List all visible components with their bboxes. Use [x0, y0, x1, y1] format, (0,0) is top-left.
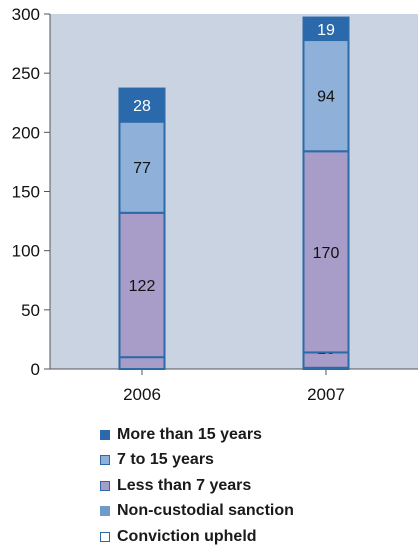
legend-label: 7 to 15 years — [117, 451, 214, 469]
bar-segment — [302, 16, 350, 42]
legend-item-conviction-upheld: Conviction upheld — [100, 524, 294, 550]
y-tick-label: 100 — [12, 242, 40, 261]
x-axis: 2006 2007 — [50, 368, 418, 404]
y-tick-label: 300 — [12, 5, 40, 24]
y-tick-label: 250 — [12, 64, 40, 83]
bar-segment — [118, 87, 166, 123]
bar-segment — [302, 39, 350, 153]
legend-label: Non-custodial sanction — [117, 502, 294, 520]
bar-segment — [118, 211, 166, 359]
legend-item-non-custodial-sanction: Non-custodial sanction — [100, 499, 294, 525]
bar-segment — [302, 150, 350, 354]
legend-label: More than 15 years — [117, 425, 262, 443]
y-axis: 0 50 100 150 200 250 300 — [12, 5, 51, 379]
data-label: 122 — [129, 278, 156, 295]
plot-area — [50, 14, 418, 369]
legend-label: Less than 7 years — [117, 476, 252, 494]
legend: More than 15 years 7 to 15 years Less th… — [100, 422, 294, 550]
data-label: 77 — [133, 160, 151, 177]
legend-swatch — [100, 480, 110, 491]
data-label: 170 — [313, 245, 340, 262]
legend-item-7-to-15-years: 7 to 15 years — [100, 448, 294, 474]
bar-segment — [118, 356, 166, 370]
legend-swatch — [100, 455, 110, 466]
y-tick-label: 150 — [12, 183, 40, 202]
y-tick-label: 50 — [21, 301, 40, 320]
x-tick-label: 2006 — [123, 385, 161, 404]
x-tick-label: 2007 — [307, 385, 345, 404]
data-label: 94 — [317, 89, 335, 106]
data-label: 19 — [317, 22, 335, 39]
legend-label: Conviction upheld — [117, 527, 257, 545]
data-label: 28 — [133, 98, 151, 115]
legend-swatch — [100, 531, 110, 542]
legend-swatch — [100, 429, 110, 440]
y-tick-label: 0 — [31, 360, 40, 379]
legend-item-less-than-7-years: Less than 7 years — [100, 473, 294, 499]
y-tick-label: 200 — [12, 123, 40, 142]
legend-swatch — [100, 506, 110, 517]
bars: 01012277281131709419 — [118, 16, 350, 372]
legend-item-more-than-15-years: More than 15 years — [100, 422, 294, 448]
